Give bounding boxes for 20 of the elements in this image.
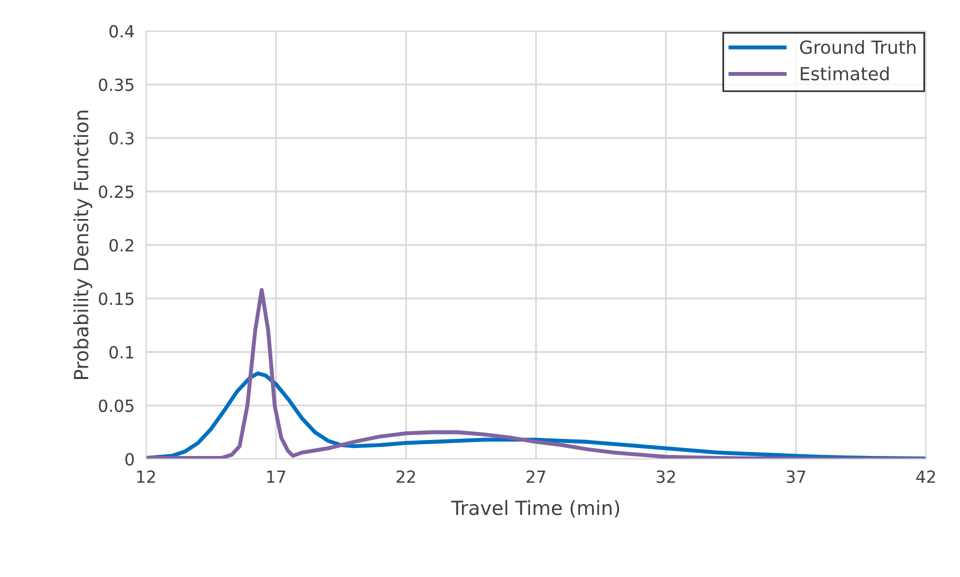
x-tick-label: 17 — [267, 470, 286, 483]
x-tick-label: 27 — [526, 470, 546, 483]
x-axis-title: Travel Time (min) — [451, 500, 620, 518]
y-tick-label: 0.3 — [109, 132, 134, 145]
x-tick-label: 22 — [396, 470, 415, 483]
x-tick-label: 42 — [916, 470, 935, 483]
y-tick-label: 0.35 — [98, 78, 134, 92]
y-axis-title: Probability Density Function — [73, 110, 92, 379]
y-tick-label: 0.15 — [98, 292, 134, 306]
y-tick-label: 0 — [125, 452, 134, 466]
y-tick-label: 0.1 — [109, 346, 134, 359]
x-tick-label: 12 — [137, 470, 155, 483]
y-tick-label: 0.05 — [98, 399, 134, 412]
y-tick-label: 0.4 — [109, 24, 134, 38]
y-tick-label: 0.2 — [109, 238, 134, 252]
legend-label: Estimated — [800, 66, 889, 81]
x-tick-label: 32 — [656, 470, 675, 484]
x-tick-label: 37 — [786, 470, 806, 484]
legend-label: Ground Truth — [800, 40, 916, 54]
y-tick-label: 0.25 — [98, 185, 134, 198]
